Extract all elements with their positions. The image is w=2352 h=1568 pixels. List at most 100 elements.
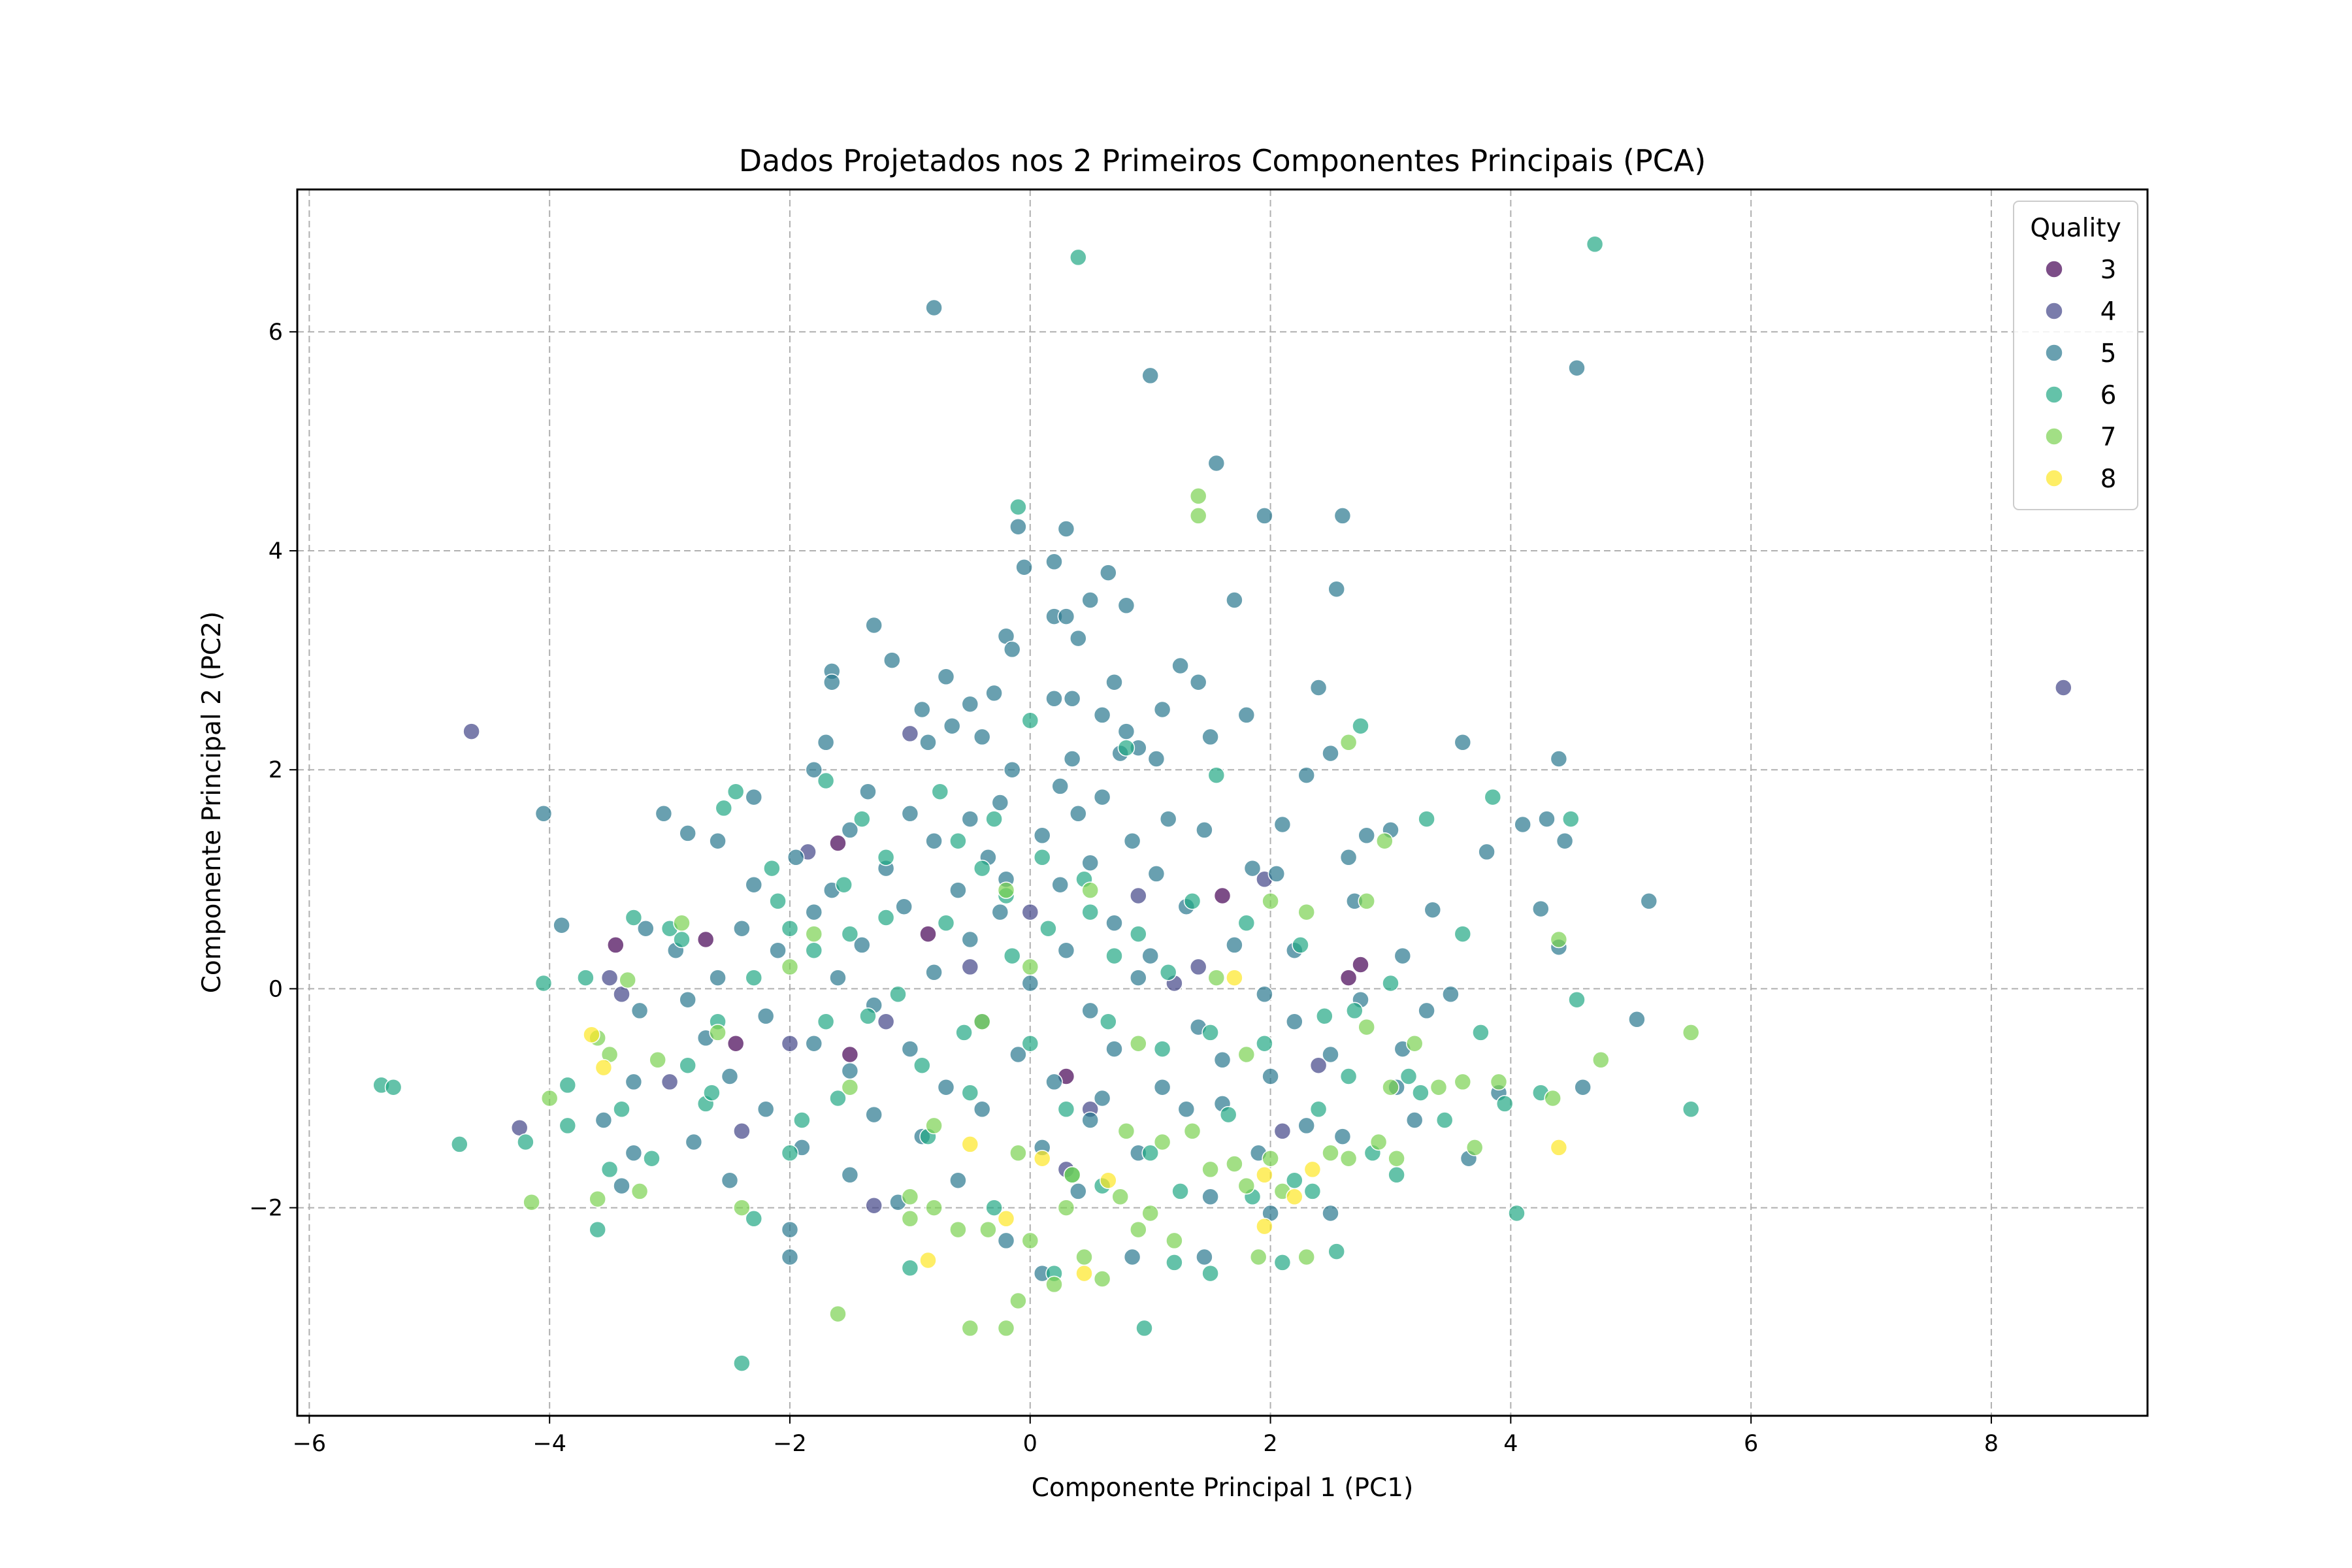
data-point-quality-5 <box>625 1073 643 1091</box>
data-point-quality-6 <box>1201 1264 1219 1282</box>
data-point-quality-5 <box>1051 777 1069 795</box>
data-point-quality-4 <box>901 725 919 743</box>
data-point-quality-5 <box>1309 679 1328 696</box>
data-point-quality-6 <box>625 909 643 926</box>
data-point-quality-7 <box>1130 1034 1147 1053</box>
data-point-quality-5 <box>937 668 955 686</box>
data-point-quality-5 <box>991 794 1009 811</box>
data-point-quality-3 <box>1352 956 1369 973</box>
data-point-quality-5 <box>1081 591 1099 609</box>
data-point-quality-6 <box>961 1084 979 1102</box>
data-point-quality-7 <box>589 1190 606 1208</box>
data-point-quality-5 <box>865 616 883 634</box>
data-point-quality-6 <box>1454 925 1472 943</box>
data-point-quality-7 <box>1237 1177 1256 1195</box>
data-point-quality-7 <box>841 1078 859 1096</box>
data-point-quality-6 <box>1388 1166 1405 1184</box>
data-point-quality-6 <box>841 925 859 943</box>
legend-label: 5 <box>2100 339 2117 368</box>
data-point-quality-5 <box>745 875 763 894</box>
data-point-quality-7 <box>1490 1073 1508 1091</box>
data-point-quality-5 <box>895 898 913 915</box>
data-point-quality-6 <box>889 985 907 1004</box>
data-point-quality-5 <box>1339 849 1358 866</box>
data-point-quality-5 <box>1147 865 1166 883</box>
data-point-quality-6 <box>931 783 949 800</box>
data-point-quality-7 <box>1237 1045 1256 1064</box>
y-tick-label: 6 <box>269 319 283 346</box>
data-point-quality-7 <box>1358 1018 1375 1036</box>
data-point-quality-6 <box>1309 1100 1328 1119</box>
data-point-quality-5 <box>1003 640 1021 659</box>
data-point-quality-5 <box>1123 832 1141 850</box>
data-point-quality-6 <box>1508 1204 1526 1222</box>
data-point-quality-4 <box>781 1034 799 1053</box>
data-point-quality-5 <box>1045 1073 1063 1091</box>
data-point-quality-7 <box>1592 1051 1610 1069</box>
data-point-quality-5 <box>1273 815 1292 834</box>
data-point-quality-5 <box>1237 706 1256 724</box>
data-point-quality-6 <box>613 1100 630 1119</box>
data-point-quality-7 <box>523 1193 540 1211</box>
data-point-quality-6 <box>853 810 871 828</box>
data-point-quality-5 <box>1045 553 1063 571</box>
data-point-quality-5 <box>913 700 931 719</box>
data-point-quality-5 <box>685 1133 703 1151</box>
data-point-quality-7 <box>1405 1034 1424 1053</box>
data-point-quality-7 <box>1009 1144 1027 1162</box>
data-point-quality-5 <box>1033 826 1051 845</box>
data-point-quality-4 <box>1273 1122 1292 1140</box>
data-point-quality-5 <box>655 805 673 823</box>
data-point-quality-6 <box>1201 1024 1219 1041</box>
data-point-quality-6 <box>1219 1105 1237 1124</box>
data-point-quality-5 <box>1057 608 1075 625</box>
data-point-quality-6 <box>643 1149 661 1168</box>
data-point-quality-5 <box>1105 1040 1123 1058</box>
data-point-quality-5 <box>937 1078 955 1096</box>
data-point-quality-6 <box>781 1144 799 1162</box>
data-point-quality-3 <box>696 930 715 949</box>
data-point-quality-6 <box>973 859 991 877</box>
data-point-quality-7 <box>1226 1155 1243 1173</box>
data-point-quality-6 <box>1057 1100 1075 1119</box>
data-point-quality-6 <box>745 1210 763 1228</box>
x-tick-label: 0 <box>1023 1431 1037 1457</box>
data-point-quality-7 <box>540 1089 559 1107</box>
data-point-quality-7 <box>1207 969 1226 987</box>
data-point-quality-4 <box>961 958 979 976</box>
data-point-quality-6 <box>817 772 835 790</box>
data-point-quality-5 <box>553 916 570 934</box>
data-point-quality-5 <box>1003 760 1021 779</box>
data-point-quality-5 <box>1243 859 1262 877</box>
data-point-quality-5 <box>534 805 553 823</box>
legend-marker <box>2045 385 2063 404</box>
data-point-quality-7 <box>1298 903 1315 921</box>
data-point-quality-5 <box>1117 723 1135 740</box>
data-point-quality-5 <box>1478 843 1495 861</box>
data-point-quality-6 <box>877 909 895 926</box>
data-point-quality-5 <box>709 832 727 850</box>
data-point-quality-5 <box>805 760 823 779</box>
data-point-quality-5 <box>1009 517 1027 536</box>
scatter-points <box>372 235 2072 1372</box>
data-point-quality-5 <box>1196 1248 1213 1266</box>
legend: Quality 3 4 5 6 7 8 <box>2013 201 2138 510</box>
data-point-quality-7 <box>1322 1144 1339 1162</box>
data-point-quality-5 <box>925 832 943 850</box>
data-point-quality-5 <box>1153 700 1171 719</box>
data-point-quality-7 <box>997 1319 1015 1337</box>
data-point-quality-5 <box>859 783 877 800</box>
data-point-quality-6 <box>1339 1068 1358 1085</box>
data-point-quality-5 <box>769 941 787 959</box>
data-point-quality-7 <box>901 1188 919 1206</box>
data-point-quality-6 <box>1472 1024 1490 1041</box>
data-point-quality-6 <box>589 1220 606 1239</box>
data-point-quality-4 <box>1130 887 1147 905</box>
data-point-quality-5 <box>1093 1089 1111 1107</box>
data-point-quality-5 <box>1100 564 1117 581</box>
data-point-quality-6 <box>817 1013 835 1030</box>
data-point-quality-5 <box>709 969 727 987</box>
data-point-quality-3 <box>829 834 847 852</box>
data-point-quality-5 <box>679 990 696 1009</box>
data-point-quality-7 <box>1682 1024 1700 1041</box>
